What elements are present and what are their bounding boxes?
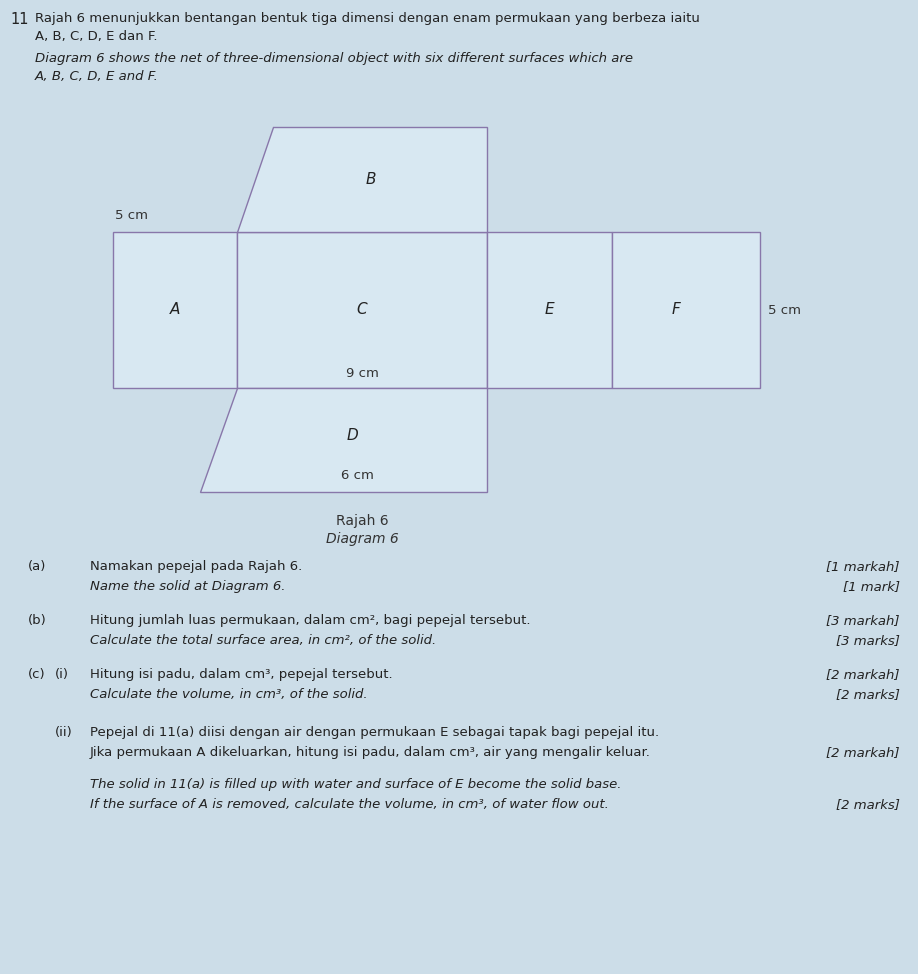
- Text: (a): (a): [28, 560, 47, 573]
- Polygon shape: [200, 388, 487, 492]
- Text: Pepejal di 11(a) diisi dengan air dengan permukaan E sebagai tapak bagi pepejal : Pepejal di 11(a) diisi dengan air dengan…: [90, 726, 659, 739]
- Text: The solid in 11(a) is filled up with water and surface of E become the solid bas: The solid in 11(a) is filled up with wat…: [90, 778, 621, 791]
- Text: Hitung jumlah luas permukaan, dalam cm², bagi pepejal tersebut.: Hitung jumlah luas permukaan, dalam cm²,…: [90, 614, 531, 627]
- Text: 6 cm: 6 cm: [341, 469, 374, 482]
- Text: Rajah 6: Rajah 6: [336, 514, 388, 528]
- Text: Hitung isi padu, dalam cm³, pepejal tersebut.: Hitung isi padu, dalam cm³, pepejal ters…: [90, 668, 393, 681]
- Text: [2 marks]: [2 marks]: [836, 798, 900, 811]
- Text: [3 markah]: [3 markah]: [826, 614, 900, 627]
- Text: (ii): (ii): [55, 726, 73, 739]
- Text: C: C: [357, 303, 367, 318]
- Text: Namakan pepejal pada Rajah 6.: Namakan pepejal pada Rajah 6.: [90, 560, 302, 573]
- Text: Jika permukaan A dikeluarkan, hitung isi padu, dalam cm³, air yang mengalir kelu: Jika permukaan A dikeluarkan, hitung isi…: [90, 746, 651, 759]
- Text: (b): (b): [28, 614, 47, 627]
- Text: B: B: [365, 172, 376, 187]
- Text: Name the solid at Diagram 6.: Name the solid at Diagram 6.: [90, 580, 285, 593]
- Polygon shape: [237, 127, 487, 232]
- Text: A, B, C, D, E and F.: A, B, C, D, E and F.: [35, 70, 159, 83]
- Text: A: A: [170, 303, 180, 318]
- Text: (i): (i): [55, 668, 69, 681]
- Text: 9 cm: 9 cm: [345, 367, 378, 380]
- Text: 11: 11: [10, 12, 28, 27]
- Text: If the surface of A is removed, calculate the volume, in cm³, of water flow out.: If the surface of A is removed, calculat…: [90, 798, 609, 811]
- Text: A, B, C, D, E dan F.: A, B, C, D, E dan F.: [35, 30, 158, 43]
- Text: (c): (c): [28, 668, 46, 681]
- Text: F: F: [672, 303, 680, 318]
- Text: [1 mark]: [1 mark]: [843, 580, 900, 593]
- Text: [3 marks]: [3 marks]: [836, 634, 900, 647]
- Text: Calculate the total surface area, in cm², of the solid.: Calculate the total surface area, in cm²…: [90, 634, 436, 647]
- Text: [1 markah]: [1 markah]: [826, 560, 900, 573]
- Text: Diagram 6 shows the net of three-dimensional object with six different surfaces : Diagram 6 shows the net of three-dimensi…: [35, 52, 633, 65]
- Text: Diagram 6: Diagram 6: [326, 532, 398, 546]
- Polygon shape: [612, 232, 760, 388]
- Polygon shape: [237, 232, 487, 388]
- Text: [2 markah]: [2 markah]: [826, 746, 900, 759]
- Text: [2 marks]: [2 marks]: [836, 688, 900, 701]
- Polygon shape: [487, 232, 612, 388]
- Polygon shape: [113, 232, 237, 388]
- Text: E: E: [544, 303, 554, 318]
- Text: Calculate the volume, in cm³, of the solid.: Calculate the volume, in cm³, of the sol…: [90, 688, 367, 701]
- Text: 5 cm: 5 cm: [768, 304, 801, 317]
- Text: 5 cm: 5 cm: [115, 209, 148, 222]
- Text: Rajah 6 menunjukkan bentangan bentuk tiga dimensi dengan enam permukaan yang ber: Rajah 6 menunjukkan bentangan bentuk tig…: [35, 12, 700, 25]
- Text: [2 markah]: [2 markah]: [826, 668, 900, 681]
- Text: D: D: [347, 428, 359, 442]
